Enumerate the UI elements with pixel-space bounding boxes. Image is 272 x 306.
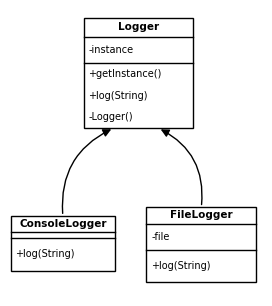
Text: -instance: -instance xyxy=(88,45,134,55)
Text: -Logger(): -Logger() xyxy=(88,112,133,122)
Text: +log(String): +log(String) xyxy=(88,91,148,101)
Bar xyxy=(146,207,256,282)
Bar xyxy=(11,216,115,271)
Text: ConsoleLogger: ConsoleLogger xyxy=(19,219,107,229)
Bar xyxy=(84,18,193,128)
Text: +log(String): +log(String) xyxy=(151,261,211,271)
Text: FileLogger: FileLogger xyxy=(170,211,233,220)
Text: +log(String): +log(String) xyxy=(15,249,75,259)
Text: -file: -file xyxy=(151,232,169,242)
Text: Logger: Logger xyxy=(118,22,159,32)
Text: +getInstance(): +getInstance() xyxy=(88,69,162,79)
